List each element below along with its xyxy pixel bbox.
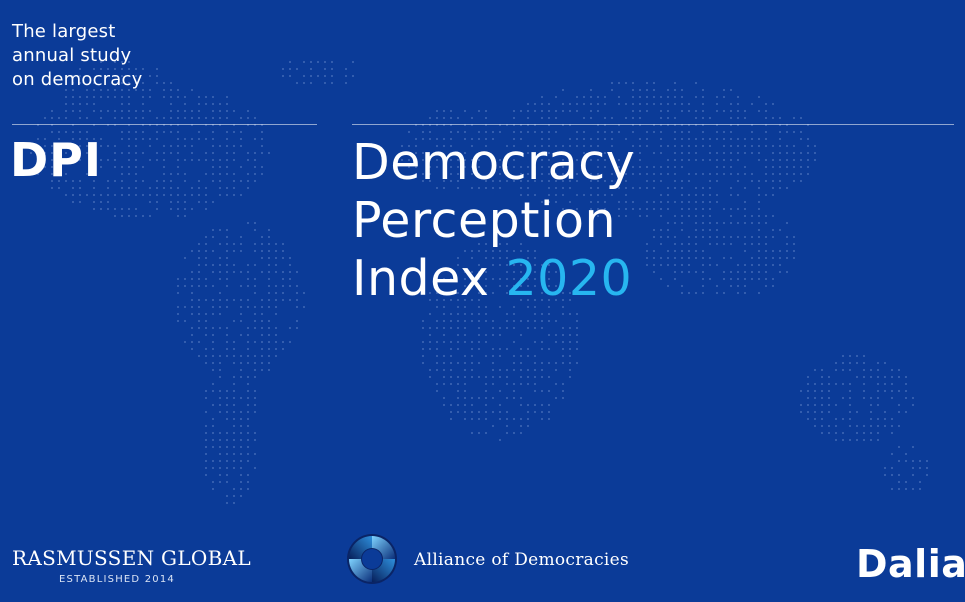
tagline-line-3: on democracy — [12, 69, 143, 90]
rasmussen-established: ESTABLISHED 2014 — [59, 574, 175, 585]
title-line-2: Perception — [352, 192, 617, 249]
dalia-logo: Dalia — [856, 542, 965, 586]
alliance-of-democracies-emblem-icon — [347, 534, 397, 584]
dpi-logo: DPI — [10, 133, 103, 187]
divider-right — [352, 124, 954, 125]
rasmussen-global-name: RASMUSSEN GLOBAL — [12, 546, 251, 570]
rasmussen-global-logo: RASMUSSEN GLOBAL ESTABLISHED 2014 — [12, 546, 251, 587]
tagline-line-1: The largest — [12, 21, 116, 42]
title-index-word: Index — [352, 250, 490, 307]
divider-left — [12, 124, 317, 125]
report-title: Democracy Perception Index 2020 — [352, 134, 635, 308]
alliance-of-democracies-name: Alliance of Democracies — [414, 550, 630, 570]
title-line-1: Democracy — [352, 134, 636, 191]
title-line-3: Index 2020 — [352, 250, 635, 308]
tagline: The largest annual study on democracy — [12, 20, 142, 92]
tagline-line-2: annual study — [12, 45, 132, 66]
title-year: 2020 — [505, 250, 633, 307]
